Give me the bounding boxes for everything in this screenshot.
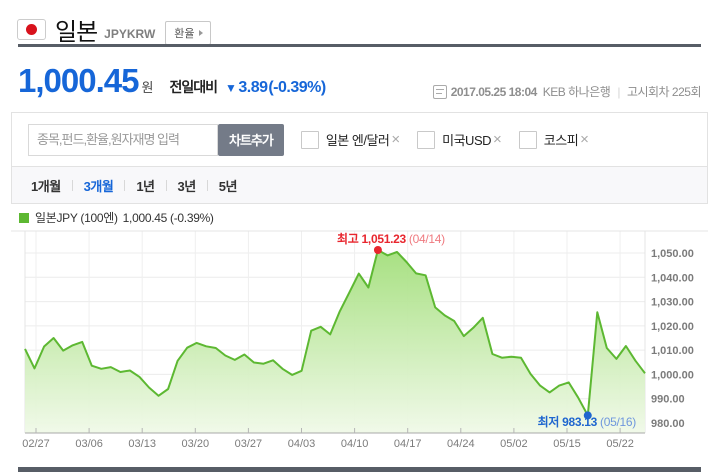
quote-row: 1,000.45 원 전일대비 ▼ 3.89 (-0.39%) — [18, 62, 326, 100]
y-axis-label: 990.00 — [651, 394, 685, 406]
legend-value: 1,000.45 (-0.39%) — [122, 210, 214, 225]
x-axis-label: 03/06 — [75, 438, 103, 450]
meta-separator: | — [617, 84, 620, 99]
header-divider — [18, 44, 701, 47]
remove-icon[interactable]: × — [493, 131, 502, 148]
y-axis-label: 1,000.00 — [651, 369, 694, 381]
chart-control-box: 차트추가 일본 엔/달러 × 미국USD × 코스피 × 1개월 3개월 1년 — [11, 112, 708, 204]
compare-chip: 미국USD × — [417, 130, 502, 149]
x-axis-label: 02/27 — [22, 438, 50, 450]
remove-icon[interactable]: × — [391, 131, 401, 148]
calendar-icon — [432, 84, 447, 99]
japan-flag-icon — [17, 19, 46, 40]
price-chart: 1,050.00 1,040.00 1,030.00 1,020.00 1,010.00… — [0, 228, 719, 464]
quote-timestamp: 2017.05.25 18:04 — [450, 84, 538, 99]
price-line — [24, 249, 646, 417]
compare-label: 미국USD — [442, 133, 492, 148]
change-value: 3.89 — [238, 79, 268, 96]
page-header: 일본 JPYKRW 환율 — [17, 12, 211, 47]
tab-separator — [124, 179, 126, 191]
max-annotation: 최고 1,051.23 (04/14) — [337, 231, 445, 246]
change-value-group: ▼ 3.89 (-0.39%) — [225, 79, 326, 97]
page-title: 일본 — [55, 19, 98, 46]
add-chart-button[interactable]: 차트추가 — [218, 123, 284, 156]
x-axis-label: 05/22 — [606, 438, 634, 450]
area-fill — [25, 250, 645, 433]
legend-series-label: 일본JPY (100엔) — [35, 211, 118, 225]
y-axis-label: 1,010.00 — [651, 345, 694, 357]
tab-5year[interactable]: 5년 — [218, 178, 238, 194]
footer-divider — [18, 467, 701, 472]
bank-name: KEB 하나은행 — [542, 85, 611, 99]
current-price: 1,000.45 — [18, 62, 139, 99]
tab-3year[interactable]: 3년 — [177, 178, 197, 194]
price-chart-svg: 1,050.00 1,040.00 1,030.00 1,020.00 1,010.00… — [11, 230, 708, 450]
compare-chip: 일본 엔/달러 × — [300, 130, 401, 149]
x-axis-label: 05/15 — [553, 438, 581, 450]
compare-label: 코스피 — [543, 133, 579, 148]
change-percent: (-0.39%) — [268, 79, 326, 96]
x-axis-label: 04/17 — [394, 438, 422, 450]
compare-checkbox[interactable] — [300, 130, 319, 149]
compare-label: 일본 엔/달러 — [325, 133, 390, 148]
currency-unit: 원 — [141, 80, 154, 95]
y-axis-label: 980.00 — [651, 418, 685, 430]
category-button-label: 환율 — [174, 27, 195, 40]
chart-legend: 일본JPY (100엔) 1,000.45 (-0.39%) — [19, 209, 214, 226]
tab-1month[interactable]: 1개월 — [31, 178, 61, 194]
y-axis-label: 1,040.00 — [651, 272, 694, 284]
notice-round: 고시회차 225회 — [626, 85, 702, 99]
search-input[interactable] — [28, 123, 218, 156]
y-axis-label: 1,030.00 — [651, 297, 694, 309]
x-axis-label: 04/03 — [288, 438, 316, 450]
currency-pair-code: JPYKRW — [104, 26, 156, 41]
x-axis-label: 05/02 — [500, 438, 528, 450]
chevron-right-icon — [198, 29, 203, 36]
change-label: 전일대비 — [169, 79, 218, 95]
quote-meta: 2017.05.25 18:04 KEB 하나은행 | 고시회차 225회 — [432, 83, 702, 100]
compare-row: 차트추가 일본 엔/달러 × 미국USD × 코스피 × — [12, 113, 707, 166]
y-axis-label: 1,020.00 — [651, 321, 694, 333]
x-axis-label: 04/24 — [447, 438, 475, 450]
compare-checkbox[interactable] — [417, 130, 436, 149]
tab-separator — [165, 179, 167, 191]
compare-checkbox[interactable] — [518, 130, 537, 149]
legend-swatch — [19, 212, 29, 223]
tab-separator — [206, 179, 208, 191]
remove-icon[interactable]: × — [580, 131, 589, 148]
x-axis-label: 03/13 — [128, 438, 156, 450]
x-axis-label: 04/10 — [341, 438, 369, 450]
max-point-dot — [373, 246, 382, 255]
exchange-rate-category-button[interactable]: 환율 — [165, 20, 211, 45]
x-axis-label: 03/20 — [182, 438, 210, 450]
down-triangle-icon: ▼ — [224, 81, 237, 95]
tab-1year[interactable]: 1년 — [136, 178, 155, 194]
period-tabs: 1개월 3개월 1년 3년 5년 — [12, 166, 707, 203]
min-point-dot — [583, 411, 592, 420]
compare-chip: 코스피 × — [518, 130, 589, 149]
tab-separator — [71, 179, 73, 191]
y-axis-label: 1,050.00 — [651, 248, 694, 260]
tab-3month[interactable]: 3개월 — [83, 178, 114, 194]
x-axis-label: 03/27 — [235, 438, 263, 450]
